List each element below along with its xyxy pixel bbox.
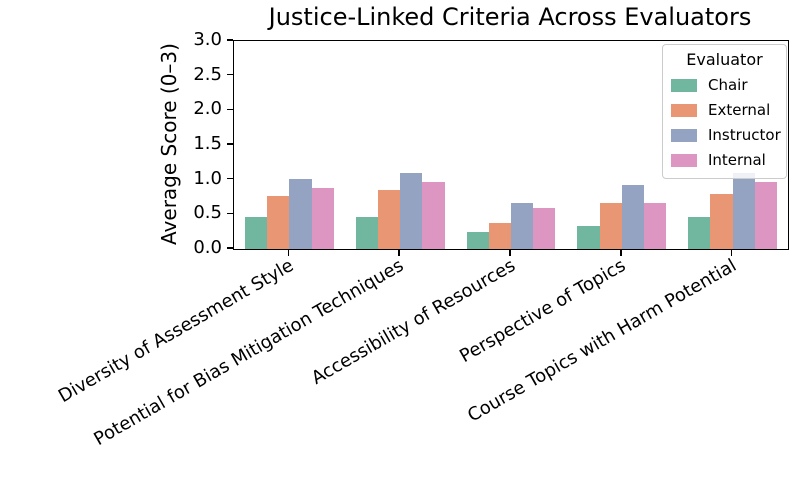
bar-instructor-0 — [289, 178, 312, 249]
legend-label: Chair — [708, 76, 748, 94]
legend-item-internal: Internal — [671, 151, 778, 169]
y-tick — [227, 177, 233, 180]
bar-instructor-2 — [511, 202, 534, 249]
y-tick-label: 3.0 — [193, 29, 222, 50]
legend-item-chair: Chair — [671, 76, 778, 94]
legend-label: Instructor — [708, 126, 781, 144]
bar-instructor-1 — [400, 172, 423, 249]
y-tick-label: 0.0 — [193, 237, 222, 258]
legend-item-external: External — [671, 101, 778, 119]
y-tick — [227, 39, 233, 41]
bar-instructor-4 — [732, 172, 755, 249]
bar-internal-2 — [533, 208, 556, 249]
x-tick-label: Accessibility of Resources — [307, 255, 519, 389]
bar-external-0 — [267, 195, 290, 249]
legend: Evaluator Chair External Instructor Interna… — [662, 44, 787, 179]
bar-internal-4 — [754, 182, 777, 249]
legend-label: External — [708, 101, 771, 119]
legend-swatch-icon — [671, 128, 697, 142]
x-tick — [620, 249, 622, 256]
bar-external-1 — [378, 190, 401, 249]
y-tick-label: 2.0 — [193, 98, 222, 120]
y-tick — [227, 73, 233, 76]
x-tick — [398, 249, 400, 256]
bar-external-2 — [488, 223, 511, 249]
bar-chair-0 — [245, 217, 268, 249]
bar-external-3 — [599, 202, 622, 249]
y-tick — [227, 212, 233, 215]
y-tick — [227, 108, 233, 111]
x-tick — [287, 249, 290, 256]
bar-chair-2 — [466, 231, 489, 249]
legend-title: Evaluator — [686, 50, 763, 69]
legend-label: Internal — [708, 151, 766, 169]
legend-swatch-icon — [671, 78, 697, 92]
x-tick — [730, 249, 733, 256]
y-tick-label: 1.5 — [193, 133, 222, 154]
bar-external-4 — [710, 193, 733, 249]
x-tick — [509, 249, 511, 256]
legend-swatch-icon — [671, 103, 697, 117]
bar-instructor-3 — [621, 185, 644, 249]
bar-internal-1 — [422, 182, 445, 249]
y-tick — [227, 247, 233, 249]
chart-title: Justice-Linked Criteria Across Evaluator… — [268, 3, 752, 31]
bar-internal-0 — [311, 188, 334, 249]
y-tick-label: 1.0 — [193, 167, 222, 189]
y-tick — [227, 143, 233, 145]
bar-chair-1 — [355, 217, 379, 249]
y-tick-label: 0.5 — [193, 202, 222, 224]
legend-items: Chair External Instructor Internal — [671, 76, 781, 169]
legend-item-instructor: Instructor — [671, 126, 781, 144]
legend-swatch-icon — [671, 153, 697, 167]
bar-internal-3 — [643, 202, 667, 249]
y-tick-label: 2.5 — [193, 63, 222, 85]
bar-chair-3 — [577, 226, 600, 249]
bar-chair-4 — [688, 217, 711, 249]
